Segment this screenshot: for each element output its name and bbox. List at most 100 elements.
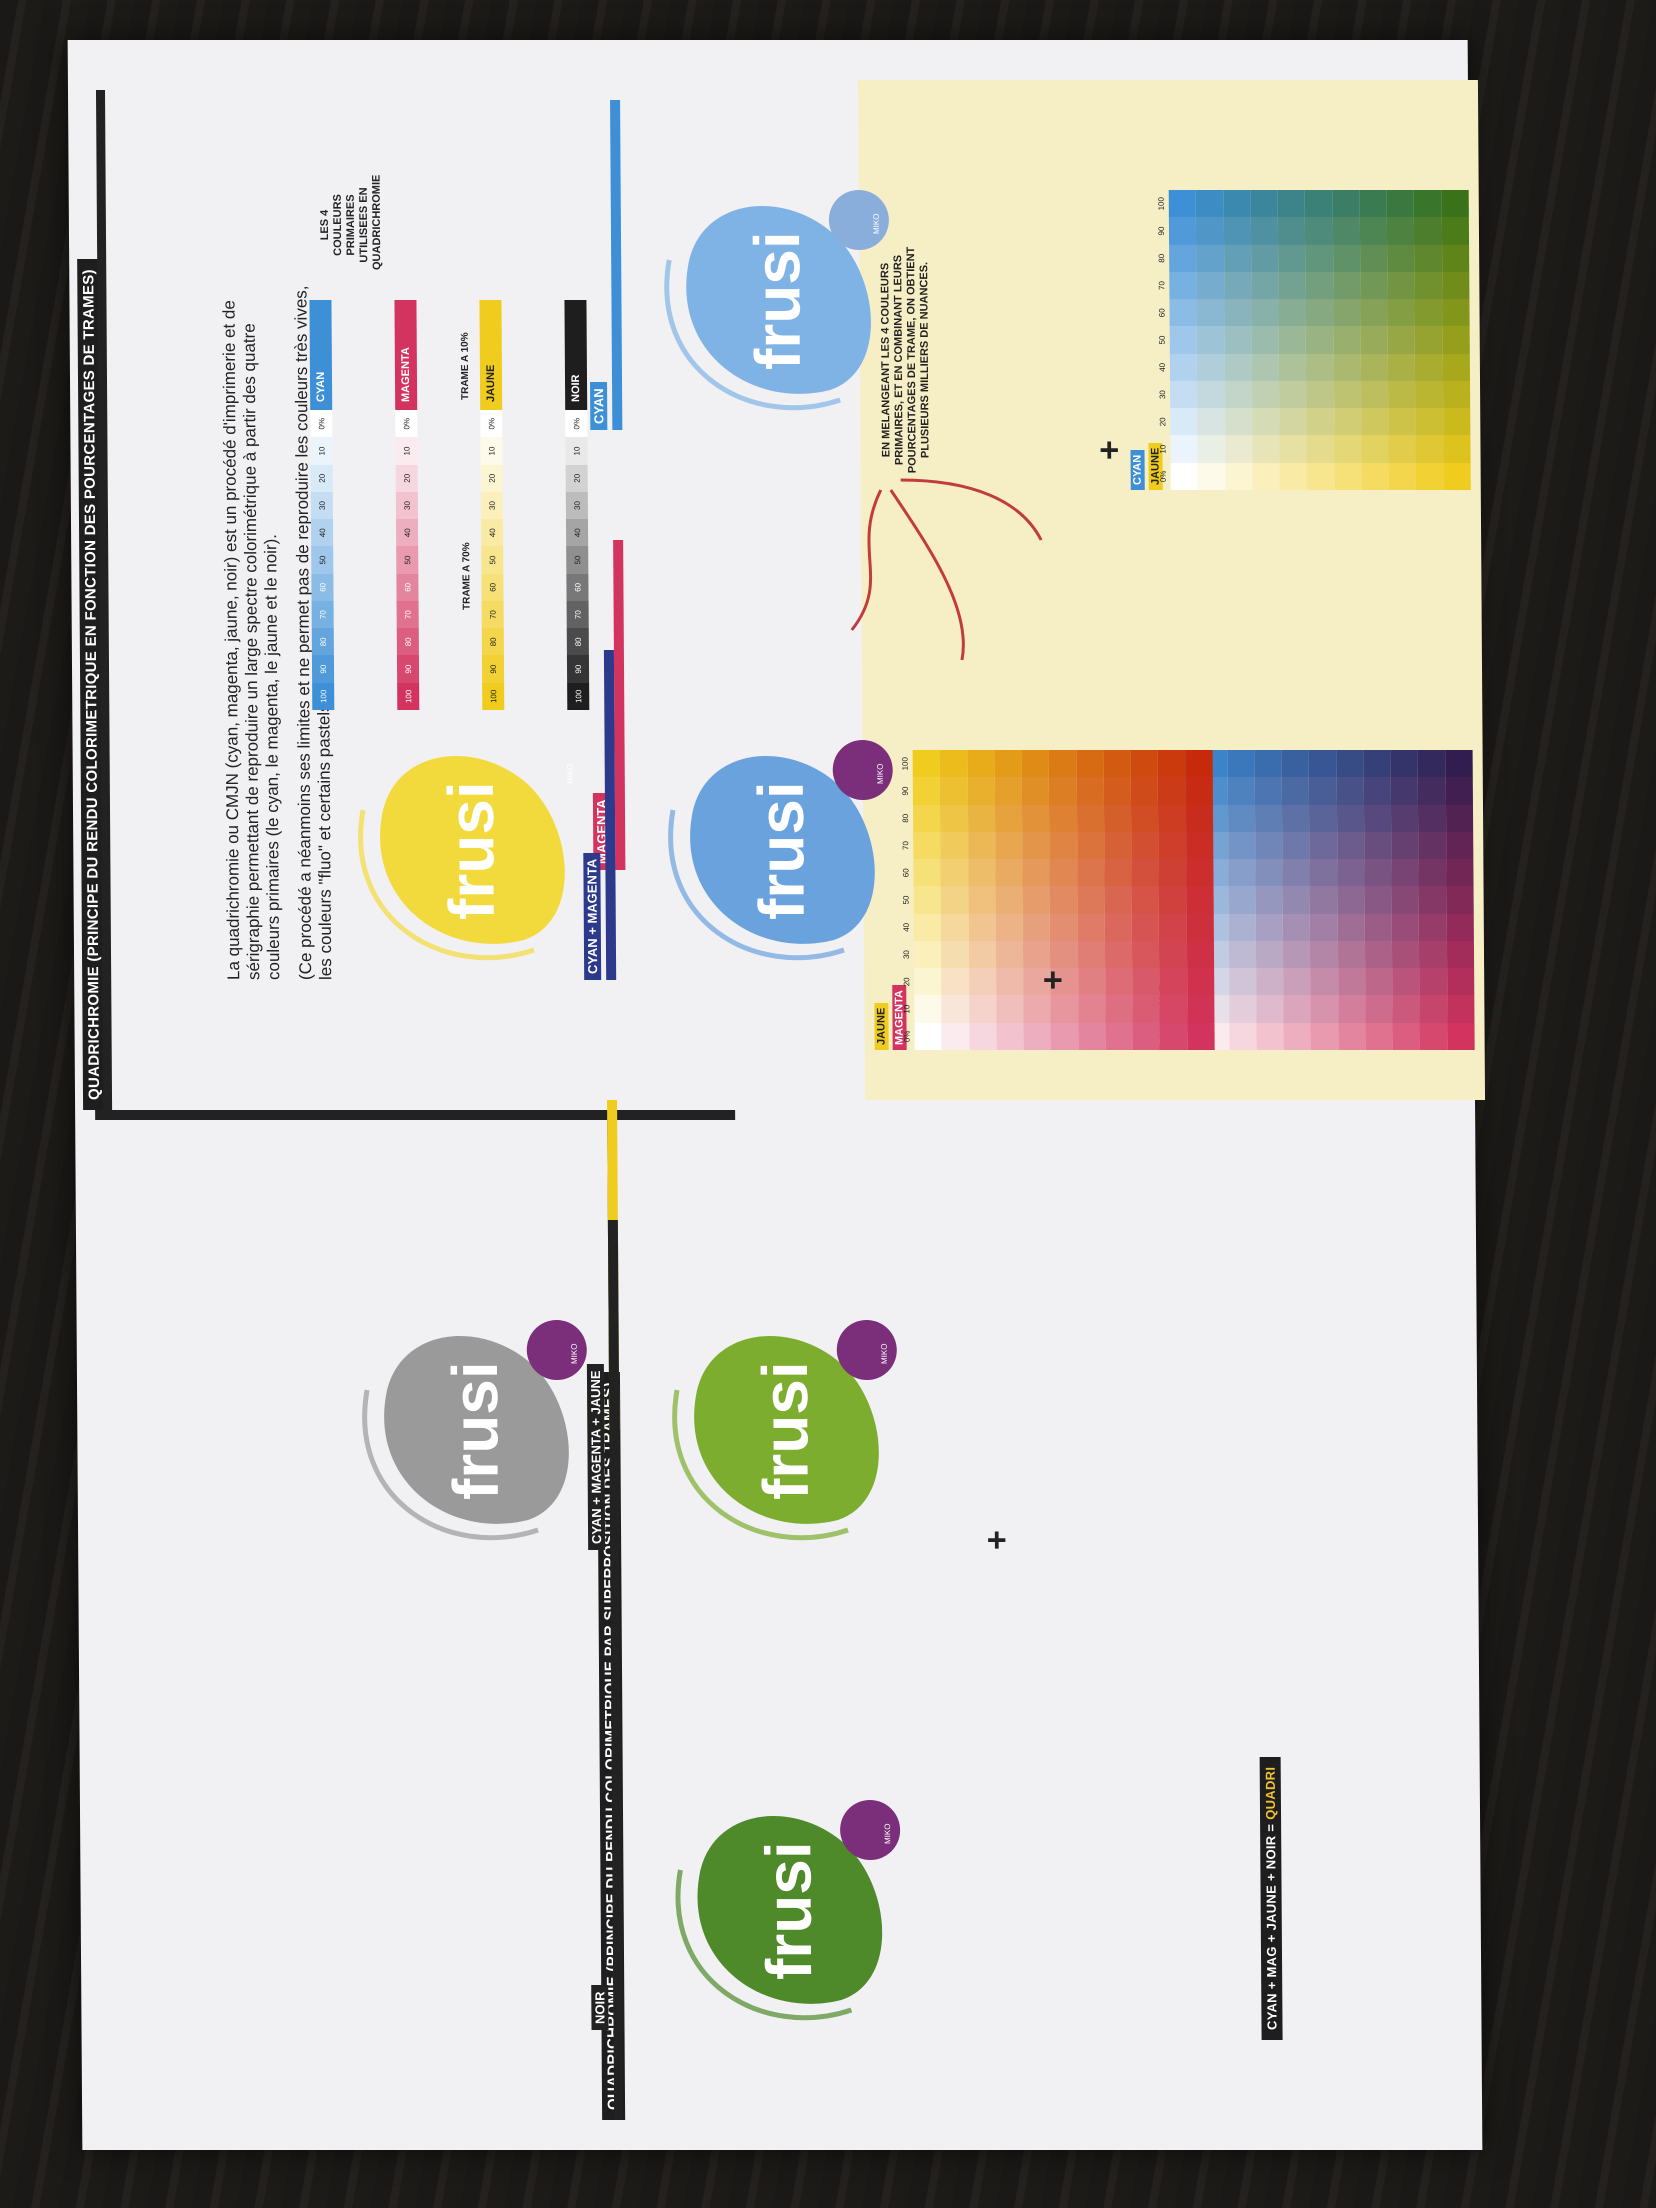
mix-cell [1195,190,1224,218]
ramp-tick: 10 [310,437,333,465]
mix-cell [1228,886,1256,914]
ramp-tick: 40 [480,519,504,547]
mix-cell [1049,859,1078,887]
ramp-tick: 0% [310,410,333,438]
mix-cell [1419,1022,1448,1050]
mix-cell [1442,380,1471,409]
grid-tick: 10 [1158,444,1168,454]
mix-cell [1132,1022,1161,1050]
ramp-tick: 20 [480,464,503,492]
mix-cell [1364,831,1392,860]
mix-cell [1387,326,1416,354]
mix-cell [1022,831,1050,860]
mix-cell [1309,831,1337,860]
mix-cell [1414,271,1443,300]
grid-tick: 20 [1158,417,1168,427]
mix-cell [1196,217,1224,245]
mix-cell [1255,968,1284,996]
grid-row-label: CYAN [1130,449,1145,490]
mix-cell [1418,831,1447,860]
ramp-tick: 90 [311,655,335,683]
mix-cell [1049,886,1078,914]
mix-cell [995,968,1024,996]
mix-cell [1159,995,1188,1023]
mix-cell [1169,353,1198,381]
mix-cell [1077,968,1106,996]
mix-cell [1223,190,1251,218]
ramp-tick: 60 [566,573,589,601]
ramp-label-cyan: CYAN [309,300,333,410]
mix-cell [1159,1022,1188,1050]
mix-cell [1254,777,1283,805]
ramp-tick: 70 [566,600,589,629]
mix-cell [1282,886,1311,914]
ramp-tick: 70 [481,600,504,629]
mix-cell [1414,244,1442,272]
mix-cell [1130,777,1159,805]
grid-tick: 90 [1156,226,1166,236]
mix-cell [1419,968,1448,996]
mix-cell [1309,777,1337,805]
mix-cell [1169,244,1197,272]
mix-cell [968,886,996,914]
ramp-tick: 90 [481,655,505,683]
mix-cell [1131,831,1159,860]
mix-cell [969,1022,997,1050]
mix-cell [1282,913,1311,941]
mix-cell [1077,886,1105,914]
mix-cell [1387,217,1415,245]
mix-cell [1360,380,1389,409]
mix-cell [1282,859,1310,887]
mix-cell [1255,859,1283,887]
mix-cell [1414,217,1442,245]
printed-sheet: QUADRICHROMIE (PRINCIPE DU RENDU COLORIM… [67,40,1486,2150]
mix-cell [1336,750,1364,778]
mix-cell [1336,777,1364,805]
mix-cell [1228,995,1257,1023]
ramp-tick: 100 [482,682,505,710]
mix-cell [1332,217,1360,245]
mix-cell [1364,940,1393,969]
ramp-tick: 30 [565,491,588,520]
mix-cell [1252,435,1280,463]
mix-cell [1170,435,1198,463]
mix-cell [1050,940,1078,969]
mix-cell [1391,886,1420,914]
plus-3: + [978,1530,1017,1550]
mix-cell [1250,190,1278,218]
ramp-tick: 50 [396,546,419,574]
mix-cell [1252,408,1280,436]
mix-cell [1390,750,1419,778]
mix-cell [1416,462,1444,490]
mix-cell [1224,435,1253,463]
mix-cell [995,940,1024,969]
mix-cell [1224,380,1253,409]
mix-cell [1050,913,1078,941]
final-label-word: QUADRI [1262,1766,1279,1820]
mix-cell [1170,462,1199,490]
mix-cell [1283,968,1311,996]
mix-cell [1305,271,1334,300]
mix-cell [1197,408,1225,436]
step-label-1: CYAN [590,382,608,430]
mix-cell [941,995,970,1023]
mix-cell [1254,831,1283,860]
mix-cell [1392,968,1420,996]
mix-cell [1387,299,1416,327]
mix-cell [1445,804,1474,832]
mix-cell [1023,1022,1052,1050]
mix-cell [1388,435,1417,463]
mix-cell [1076,859,1105,887]
mix-cell [1278,244,1306,272]
arrows-graphic [850,478,1043,661]
mix-cell [1333,408,1362,436]
mix-cell [1254,750,1282,778]
mix-cell [940,777,968,805]
mix-cell [1277,190,1306,218]
mix-cell [1360,271,1388,300]
svg-text:frusi: frusi [435,781,508,920]
mix-cell [1022,886,1051,914]
mix-cell [1333,353,1361,381]
mix-cell [1309,804,1337,832]
mix-cell [1224,353,1252,381]
